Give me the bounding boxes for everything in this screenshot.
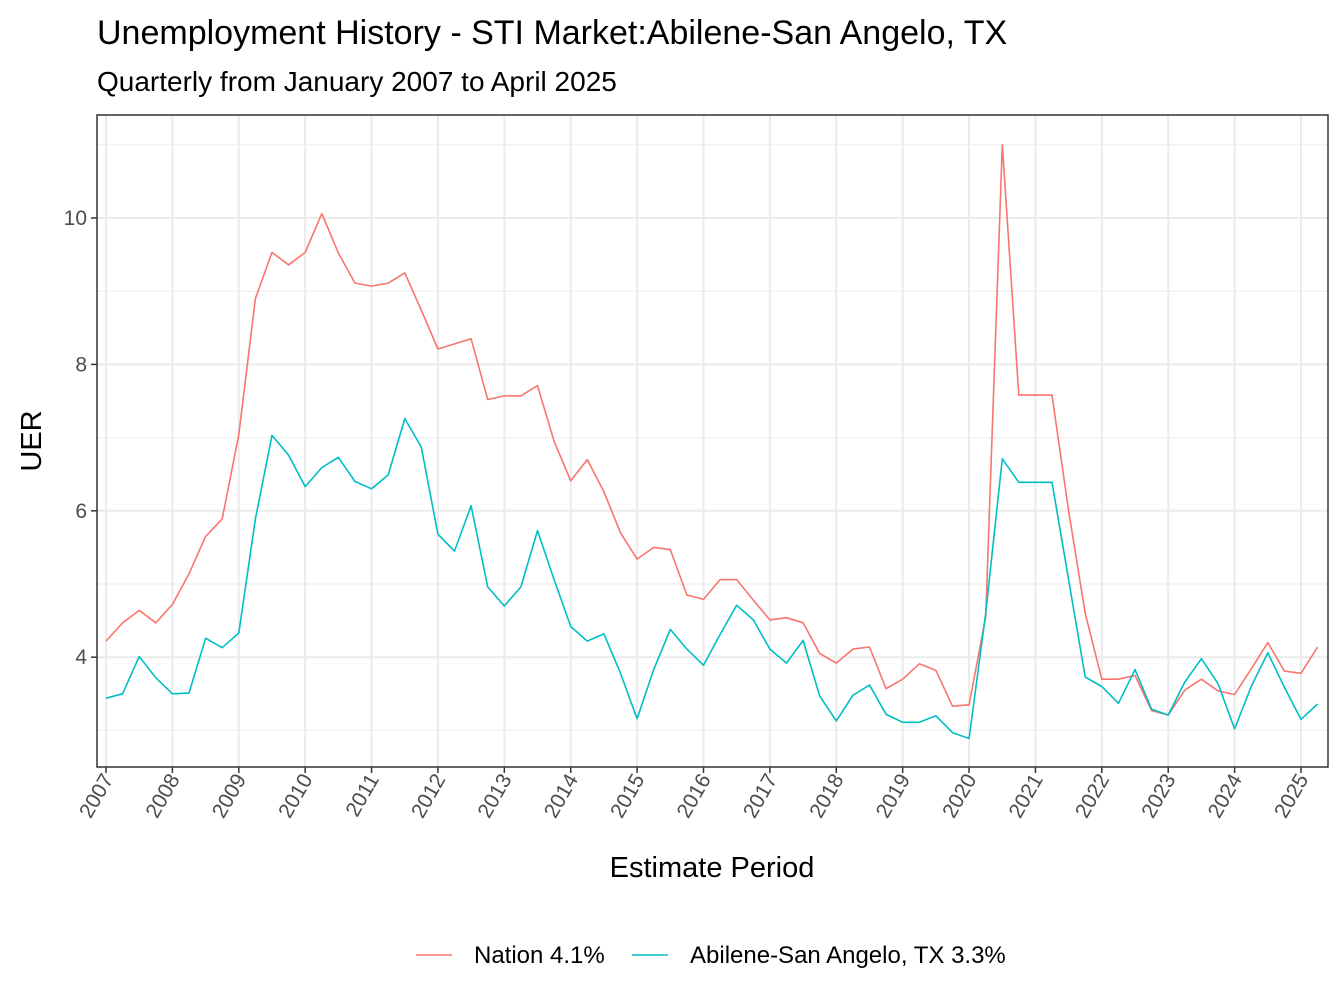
legend-label: Abilene-San Angelo, TX 3.3% xyxy=(690,942,1006,969)
x-tick-label: 2015 xyxy=(606,770,649,822)
x-tick-label: 2021 xyxy=(1004,770,1047,822)
y-tick-label: 8 xyxy=(75,353,87,376)
x-tick-label: 2020 xyxy=(938,770,981,822)
chart-subtitle: Quarterly from January 2007 to April 202… xyxy=(97,66,617,97)
panel-border xyxy=(96,114,1329,768)
legend-label: Nation 4.1% xyxy=(474,942,605,969)
x-axis-label: Estimate Period xyxy=(610,852,815,884)
x-tick-label: 2009 xyxy=(208,770,251,822)
x-tick-label: 2008 xyxy=(141,770,184,822)
x-tick-label: 2024 xyxy=(1204,770,1247,822)
x-tick-label: 2013 xyxy=(473,770,516,822)
x-tick-label: 2019 xyxy=(872,770,915,822)
x-tick-label: 2010 xyxy=(274,770,317,822)
y-axis-label: UER xyxy=(16,410,48,471)
y-tick-label: 4 xyxy=(75,646,87,669)
x-tick-label: 2022 xyxy=(1071,770,1114,822)
x-tick-label: 2011 xyxy=(341,770,384,821)
x-tick-label: 2016 xyxy=(673,770,716,822)
x-axis: 2007 2008 2009 2010 2011 2012 2013 2014 2015 2016… xyxy=(75,767,1313,822)
series-lines xyxy=(105,144,1319,740)
chart-title: Unemployment History - STI Market:Abilen… xyxy=(97,14,1007,52)
y-tick-label: 6 xyxy=(75,500,87,523)
grid xyxy=(97,115,1328,767)
x-tick-label: 2023 xyxy=(1137,770,1180,822)
series-line-abilene-san-angelo xyxy=(105,417,1319,740)
x-tick-label: 2014 xyxy=(540,770,583,822)
y-axis: 4 6 8 10 xyxy=(64,207,97,669)
legend: Nation 4.1% Abilene-San Angelo, TX 3.3% xyxy=(416,942,1006,969)
x-tick-label: 2017 xyxy=(739,770,782,822)
x-tick-label: 2018 xyxy=(805,770,848,822)
y-tick-label: 10 xyxy=(64,207,87,230)
x-tick-label: 2012 xyxy=(407,770,450,822)
x-tick-label: 2025 xyxy=(1270,770,1313,822)
x-tick-label: 2007 xyxy=(75,770,118,822)
series-line-nation xyxy=(105,144,1319,716)
